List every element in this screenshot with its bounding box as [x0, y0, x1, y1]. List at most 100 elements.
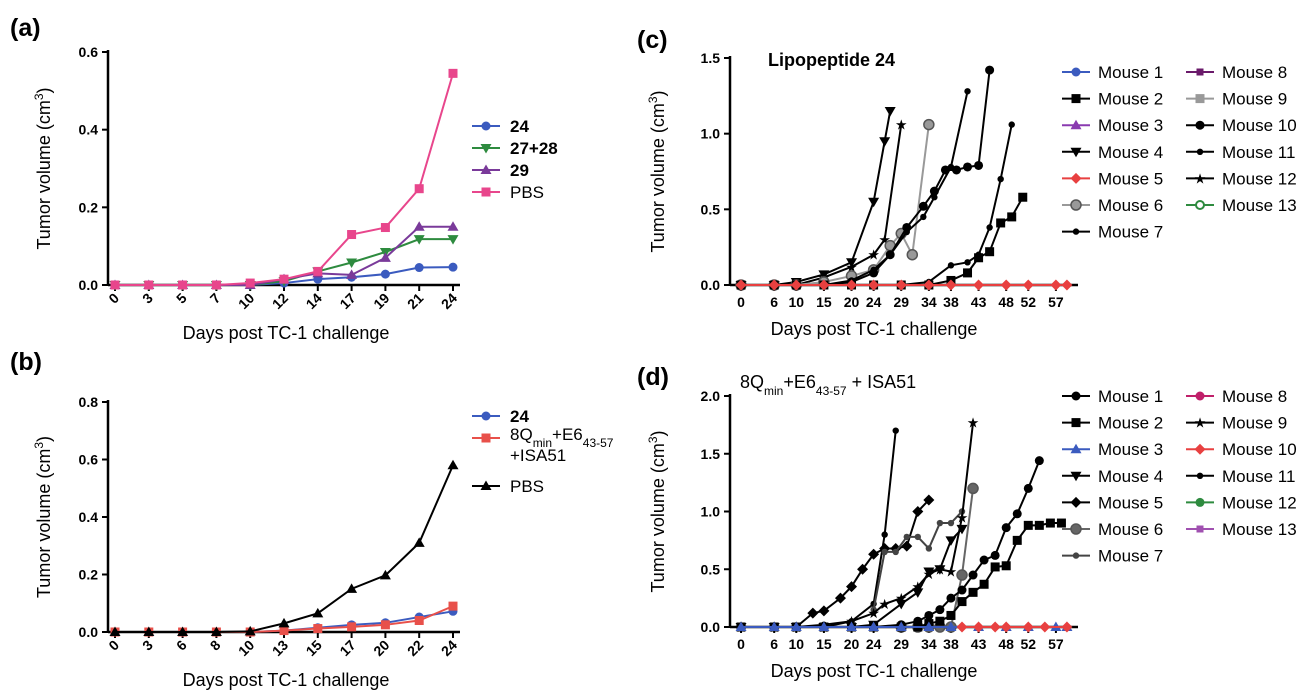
x-tick-label: 48 — [998, 294, 1014, 310]
data-point — [846, 621, 858, 631]
y-axis-title: Tumor volume (cm3) — [646, 90, 668, 252]
legend-marker — [1070, 523, 1082, 535]
x-tick-label: 5 — [173, 290, 190, 307]
chart-panel-c: 0.0 0.5 1.0 1.5 0 6 10 15 20 24 29 34 38 43 48 52 57 Days… — [646, 50, 1297, 339]
data-point — [1034, 520, 1044, 530]
y-tick-label: 0.4 — [79, 509, 99, 525]
series-3 — [736, 65, 995, 290]
data-point — [1012, 535, 1022, 545]
data-point — [1001, 523, 1011, 533]
series-3: ★★★★★★★★★★★★★★ — [735, 416, 980, 636]
data-point — [996, 218, 1006, 228]
x-tick-label: 8 — [207, 637, 224, 654]
x-axis-title: Days post TC-1 challenge — [771, 319, 978, 339]
y-tick-label: 0.2 — [79, 199, 99, 215]
data-point — [923, 621, 935, 631]
x-tick-label: 20 — [844, 294, 860, 310]
data-point — [278, 617, 290, 628]
data-point — [1000, 279, 1012, 291]
legend-marker — [1070, 119, 1082, 130]
data-point — [881, 548, 888, 556]
data-point — [964, 259, 971, 266]
legend-marker — [1071, 94, 1081, 104]
data-point — [846, 258, 858, 268]
data-point — [986, 224, 993, 231]
data-point — [957, 585, 967, 595]
data-point — [1050, 279, 1062, 291]
data-point — [925, 545, 933, 552]
data-point — [968, 570, 978, 580]
x-tick-label: 6 — [770, 294, 778, 310]
y-tick-label: 0.6 — [79, 44, 99, 60]
data-point: ★ — [967, 416, 980, 432]
data-point — [934, 565, 946, 575]
x-tick-label: 57 — [1048, 636, 1064, 652]
data-point — [834, 592, 846, 604]
x-tick-label: 10 — [235, 290, 257, 312]
legend-label: Mouse 2 — [1098, 90, 1163, 109]
data-point — [818, 279, 830, 291]
legend-label: PBS — [510, 183, 544, 202]
data-point: ★ — [895, 118, 908, 134]
legend-label: Mouse 1 — [1098, 63, 1163, 82]
y-tick-label: 0.2 — [79, 567, 99, 583]
data-point — [346, 583, 358, 593]
data-point — [881, 531, 888, 538]
series-7 — [735, 279, 1073, 291]
x-tick-label: 24 — [866, 294, 882, 310]
legend-label: Mouse 10 — [1222, 440, 1297, 459]
data-point — [979, 579, 989, 589]
data-point — [346, 258, 358, 268]
legend: Mouse 1 Mouse 2 Mouse 3 Mouse 4 Mouse 5 Mouse… — [1062, 387, 1297, 566]
series-line — [741, 69, 991, 286]
legend-label: 8Qmin+E643-57 — [510, 425, 614, 450]
legend-marker — [1070, 471, 1082, 482]
legend-marker — [1071, 67, 1081, 77]
legend-marker — [1072, 228, 1080, 235]
x-tick-label: 6 — [173, 637, 190, 654]
data-point — [857, 563, 869, 575]
data-point — [968, 587, 978, 597]
data-point — [1034, 456, 1044, 466]
legend-label: Mouse 12 — [1222, 493, 1297, 512]
data-point — [413, 235, 425, 245]
y-axis-title: Tumor volume (cm3) — [32, 87, 54, 249]
data-point — [985, 247, 995, 257]
legend-label: Mouse 2 — [1098, 414, 1163, 433]
data-point — [973, 279, 985, 291]
x-tick-label: 20 — [370, 637, 392, 659]
panel-label-c: (c) — [637, 26, 668, 54]
legend-label: Mouse 13 — [1222, 520, 1297, 539]
data-point — [946, 610, 956, 620]
legend-label: Mouse 9 — [1222, 90, 1287, 109]
legend-label: Mouse 10 — [1222, 116, 1297, 135]
data-point — [868, 197, 880, 208]
legend-label: Mouse 11 — [1222, 467, 1295, 486]
data-point — [807, 607, 819, 619]
data-point — [895, 279, 907, 291]
data-point — [989, 621, 1001, 633]
data-point — [313, 624, 323, 634]
data-point — [447, 221, 459, 231]
legend-marker — [1195, 497, 1205, 507]
data-point — [884, 106, 896, 117]
data-point — [818, 270, 830, 280]
data-point — [868, 548, 880, 560]
legend-label: Mouse 3 — [1098, 440, 1163, 459]
x-tick-label: 29 — [893, 636, 909, 652]
legend-marker — [480, 164, 492, 174]
data-point — [177, 626, 189, 636]
x-tick-label: 0 — [105, 637, 122, 654]
data-point — [870, 266, 877, 274]
x-tick-label: 7 — [207, 290, 224, 307]
x-tick-label: 12 — [269, 290, 291, 312]
data-point — [1022, 621, 1034, 633]
data-point — [414, 616, 424, 625]
y-tick-label: 1.0 — [701, 504, 721, 520]
legend-marker — [1070, 147, 1082, 158]
data-point — [448, 68, 458, 78]
x-tick-label: 10 — [788, 636, 804, 652]
x-tick-label: 29 — [893, 294, 909, 310]
data-point — [448, 262, 458, 272]
data-point — [923, 279, 935, 291]
